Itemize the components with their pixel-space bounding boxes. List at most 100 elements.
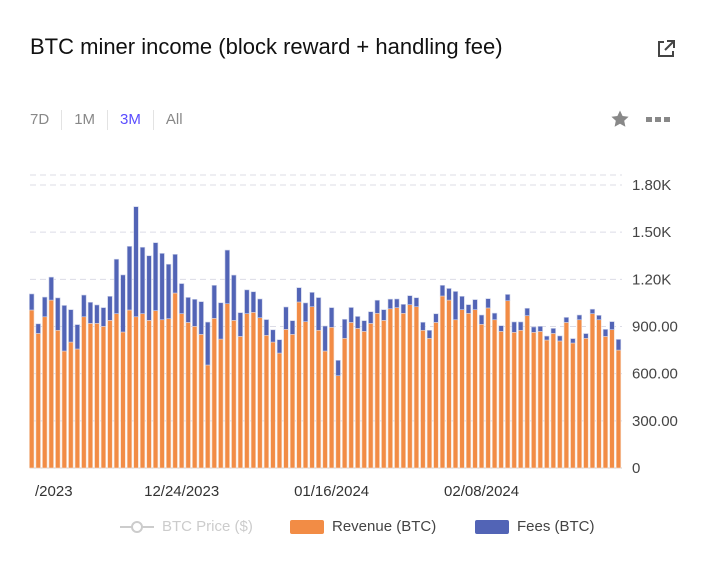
fees-bar	[537, 326, 543, 332]
fees-bar	[531, 326, 537, 333]
fees-bar	[381, 309, 387, 321]
revenue-bar	[244, 313, 250, 469]
revenue-bar	[381, 320, 387, 469]
revenue-bar	[29, 309, 35, 469]
legend-revenue[interactable]: Revenue (BTC)	[290, 518, 436, 535]
fees-bar	[263, 319, 270, 336]
y-tick-label: 1.50K	[632, 224, 671, 241]
fees-bar	[152, 242, 159, 311]
legend-label: BTC Price ($)	[162, 518, 253, 535]
fees-bar	[315, 297, 322, 331]
tab-7d[interactable]: 7D	[30, 111, 50, 128]
fees-bar	[126, 246, 133, 311]
fees-bar	[589, 308, 596, 314]
revenue-bar	[133, 316, 139, 469]
revenue-bar	[263, 335, 270, 469]
revenue-bar	[289, 334, 296, 469]
fees-bar	[198, 301, 204, 335]
fees-bar	[61, 305, 67, 352]
revenue-bar	[335, 375, 341, 469]
fees-bar	[413, 297, 419, 307]
revenue-bar	[309, 306, 315, 469]
fees-bar	[563, 317, 569, 323]
revenue-bar	[42, 316, 48, 469]
fees-bar	[576, 314, 582, 321]
legend-label: Fees (BTC)	[517, 518, 595, 535]
external-link-icon[interactable]	[655, 38, 677, 60]
revenue-bar	[407, 304, 413, 469]
revenue-bar	[283, 329, 289, 469]
revenue-bar	[302, 321, 309, 469]
revenue-bar	[257, 317, 263, 469]
fees-bar	[296, 287, 302, 303]
revenue-bar	[394, 307, 400, 469]
revenue-bar	[342, 337, 348, 469]
star-icon[interactable]	[610, 109, 630, 129]
fees-bar	[459, 296, 465, 310]
revenue-bar	[172, 292, 178, 469]
fees-bar	[368, 311, 374, 324]
revenue-bar	[152, 310, 159, 469]
fees-bar	[602, 329, 609, 337]
revenue-bar	[426, 337, 433, 469]
fees-bar	[355, 316, 361, 329]
fees-bar	[218, 302, 224, 340]
revenue-bar	[570, 342, 576, 469]
revenue-bar	[198, 334, 204, 469]
fees-bar	[289, 320, 296, 335]
fees-bar	[42, 296, 48, 318]
fees-bar	[276, 339, 283, 354]
revenue-bar	[68, 341, 74, 469]
revenue-bar	[205, 364, 211, 469]
fees-bar	[342, 318, 348, 339]
chart-title: BTC miner income (block reward + handlin…	[30, 34, 503, 59]
revenue-bar	[439, 295, 446, 469]
fees-swatch	[475, 519, 509, 534]
revenue-bar	[146, 320, 152, 469]
fees-bar	[133, 206, 139, 318]
tab-3m[interactable]: 3M	[107, 110, 153, 130]
fees-bar	[394, 298, 400, 308]
fees-bar	[348, 307, 354, 323]
fees-bar	[166, 263, 172, 319]
tab-1m[interactable]: 1M	[61, 110, 107, 130]
legend-btc-price[interactable]: BTC Price ($)	[120, 518, 253, 535]
fees-bar	[335, 360, 341, 377]
fees-bar	[87, 301, 93, 324]
revenue-bar	[609, 329, 615, 469]
fees-bar	[244, 289, 250, 314]
revenue-bar	[452, 319, 459, 469]
fees-bar	[433, 313, 439, 323]
revenue-bar	[485, 307, 491, 469]
revenue-bar	[478, 323, 485, 469]
fees-bar	[55, 297, 61, 331]
fees-bar	[224, 249, 230, 305]
fees-bar	[485, 298, 491, 309]
revenue-bar	[492, 319, 498, 469]
revenue-bar	[615, 349, 622, 469]
fees-bar	[407, 295, 413, 305]
fees-bar	[231, 274, 237, 321]
fees-bar	[596, 315, 602, 321]
revenue-bar	[602, 336, 609, 469]
revenue-bar	[361, 331, 367, 469]
legend-fees[interactable]: Fees (BTC)	[475, 518, 595, 535]
revenue-bar	[524, 315, 530, 469]
revenue-bar	[368, 323, 374, 469]
revenue-bar	[511, 332, 517, 469]
more-dots-icon[interactable]	[646, 111, 672, 127]
fees-bar	[159, 253, 165, 321]
revenue-swatch	[290, 519, 324, 534]
revenue-bar	[179, 313, 185, 469]
fees-bar	[302, 302, 309, 322]
revenue-bar	[192, 326, 198, 469]
revenue-bar	[400, 312, 406, 469]
stacked-bar-chart: 0 300.00 600.00 900.00 1.20K 1.50K 1.80K/2023 1…	[29, 174, 678, 500]
tab-all[interactable]: All	[152, 110, 195, 130]
fees-bar	[35, 323, 41, 334]
fees-bar	[524, 307, 530, 316]
revenue-bar	[48, 299, 54, 469]
fees-bar	[107, 296, 113, 321]
revenue-bar	[185, 322, 191, 469]
revenue-bar	[231, 320, 237, 469]
